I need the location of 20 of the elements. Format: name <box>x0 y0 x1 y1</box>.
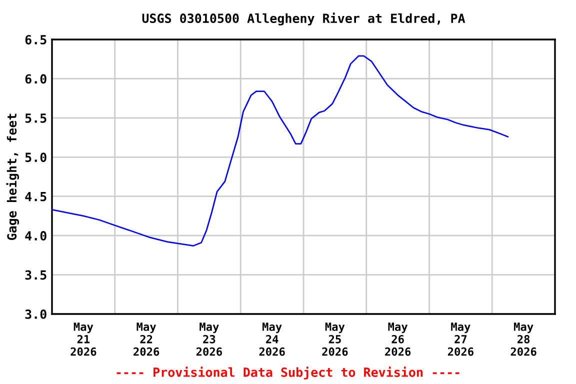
line-series <box>52 55 509 246</box>
x-tick-label: May 24 2026 <box>259 322 285 356</box>
y-tick-label: 4.0 <box>25 231 46 240</box>
y-axis-title: Gage height, feet <box>6 114 19 240</box>
y-tick-label: 3.5 <box>25 270 46 280</box>
y-tick-label: 3.0 <box>25 309 46 319</box>
y-tick-label: 6.5 <box>25 34 46 44</box>
x-tick-label: May 28 2026 <box>510 322 536 356</box>
y-tick-label: 4.5 <box>25 192 46 202</box>
x-tick-label: May 23 2026 <box>196 322 222 356</box>
chart-title: USGS 03010500 Allegheny River at Eldred, PA <box>142 12 466 26</box>
x-tick-label: May 21 2026 <box>70 322 96 356</box>
text: ---- Provisional Data Subject to Revision ---- <box>116 366 460 380</box>
x-tick-label: May 25 2026 <box>322 322 348 356</box>
x-tick-label: May 27 2026 <box>448 322 474 356</box>
x-tick-label: May 26 2026 <box>385 322 411 356</box>
x-tick-label: May 22 2026 <box>134 322 160 356</box>
y-tick-label: 6.0 <box>25 74 46 84</box>
y-tick-label: 5.0 <box>25 152 46 162</box>
y-tick-label: 5.5 <box>25 114 46 123</box>
